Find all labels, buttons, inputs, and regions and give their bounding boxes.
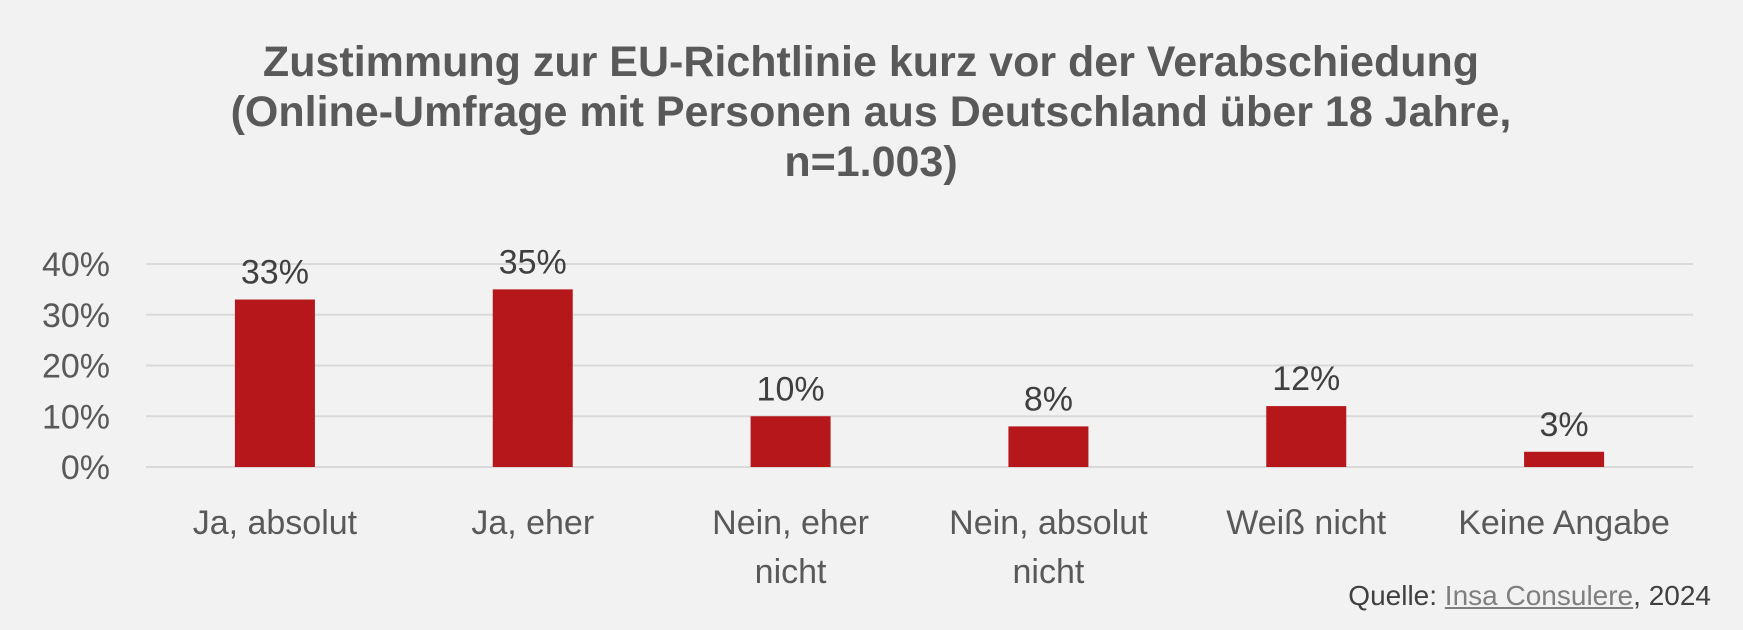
y-tick-label: 30% bbox=[42, 297, 110, 335]
chart-title-line: Zustimmung zur EU-Richtlinie kurz vor de… bbox=[263, 38, 1479, 86]
data-label: 3% bbox=[1540, 406, 1589, 444]
data-label: 10% bbox=[757, 370, 825, 408]
x-tick-label: Keine Angabe bbox=[1458, 504, 1670, 542]
source-note: Quelle: Insa Consulere, 2024 bbox=[1348, 580, 1711, 612]
bar bbox=[234, 299, 315, 467]
source-suffix: , 2024 bbox=[1633, 580, 1711, 611]
bar bbox=[1008, 426, 1089, 467]
chart-title-line: (Online-Umfrage mit Personen aus Deutsch… bbox=[231, 88, 1512, 136]
bar bbox=[1266, 406, 1347, 467]
y-tick-label: 20% bbox=[42, 348, 110, 386]
x-tick-label: Ja, absolut bbox=[193, 504, 358, 542]
y-tick-label: 10% bbox=[42, 398, 110, 436]
bar bbox=[492, 289, 573, 467]
x-tick-label: Weiß nicht bbox=[1226, 504, 1387, 542]
source-link[interactable]: Insa Consulere bbox=[1444, 580, 1634, 611]
data-label: 8% bbox=[1024, 380, 1073, 418]
x-tick-label: nicht bbox=[1013, 553, 1085, 591]
data-label: 33% bbox=[241, 254, 309, 292]
source-prefix: Quelle: bbox=[1348, 580, 1445, 611]
y-tick-label: 0% bbox=[61, 449, 110, 487]
x-tick-label: Ja, eher bbox=[471, 504, 594, 542]
x-tick-label: Nein, absolut bbox=[949, 504, 1148, 542]
y-tick-label: 40% bbox=[42, 246, 110, 284]
data-label: 12% bbox=[1272, 360, 1340, 398]
x-tick-label: nicht bbox=[755, 553, 827, 591]
data-label: 35% bbox=[499, 243, 567, 281]
x-tick-label: Nein, eher bbox=[712, 504, 869, 542]
bar bbox=[1524, 451, 1605, 467]
bar bbox=[750, 416, 831, 467]
chart-title-line: n=1.003) bbox=[784, 138, 957, 186]
